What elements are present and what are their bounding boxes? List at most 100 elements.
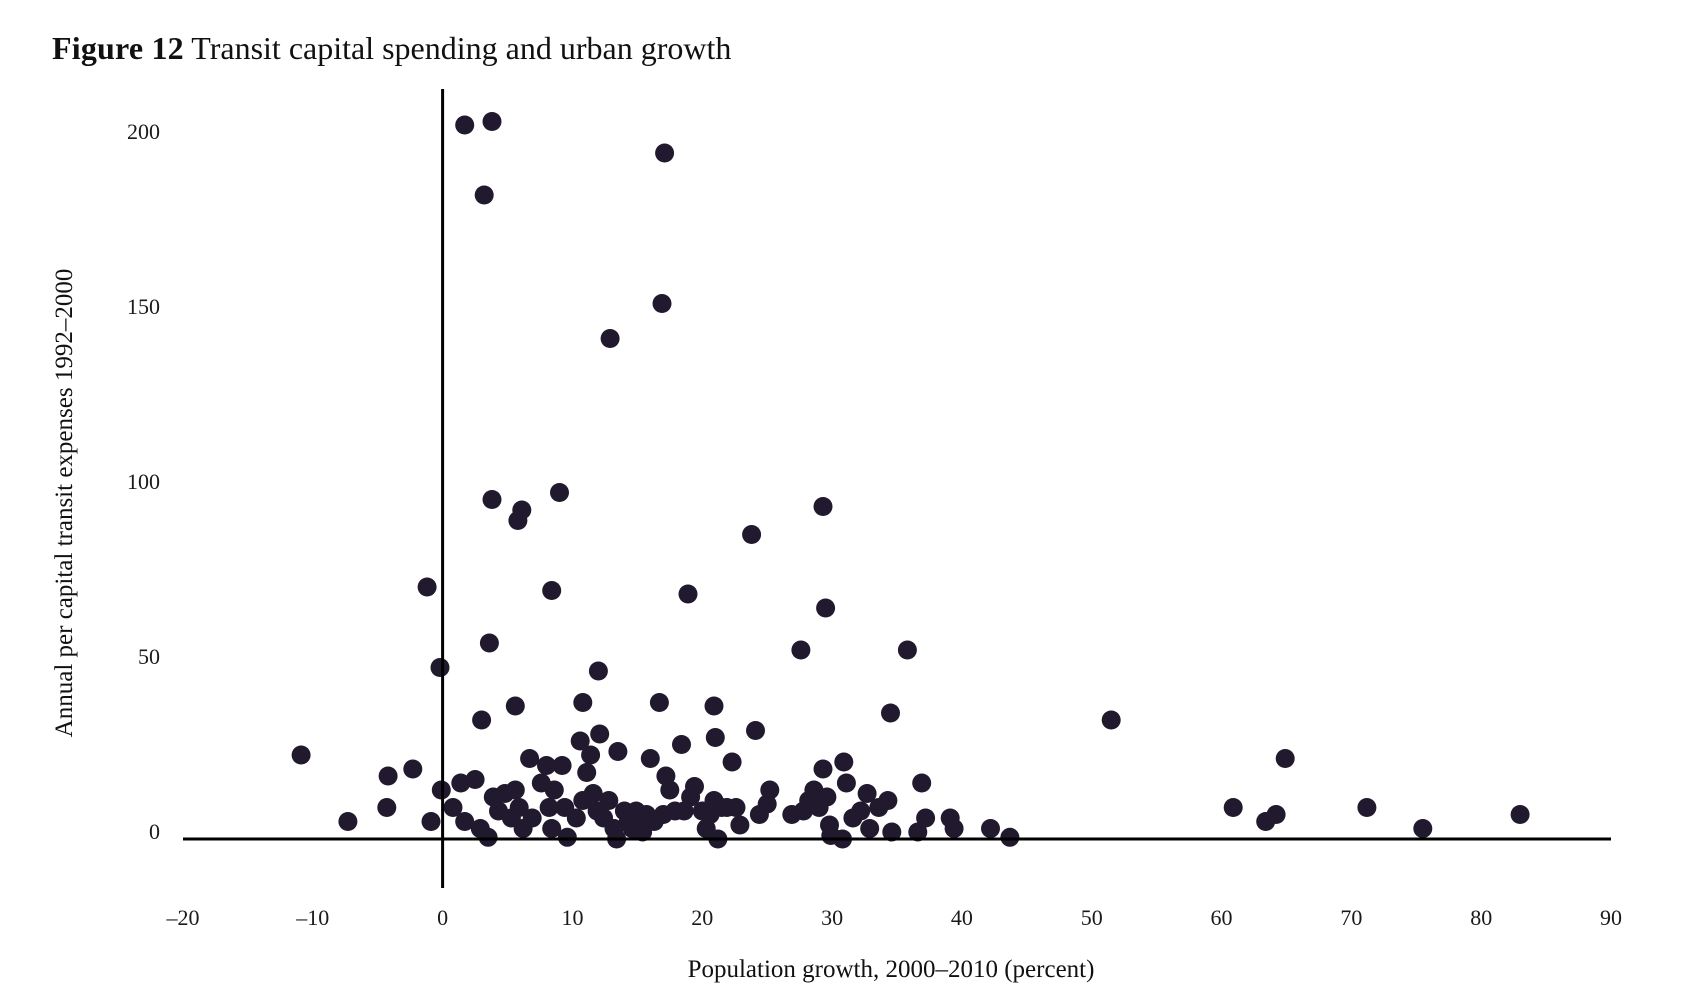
y-tick-label: 0 [149,819,160,844]
data-point-98 [730,815,750,835]
data-point-67 [599,791,619,810]
data-point-96 [722,752,742,772]
data-point-59 [570,731,590,751]
data-point-54 [544,780,564,800]
data-point-46 [509,798,529,817]
data-point-28 [291,745,311,765]
data-point-0 [455,115,475,135]
data-point-20 [897,640,917,660]
data-points [291,112,1530,849]
data-point-127 [981,819,1000,838]
data-point-6 [550,483,569,502]
tick-labels: –20 –10 0 10 20 30 40 50 60 70 80 90 0 50 100 150 200 [127,119,1622,930]
data-point-1 [482,112,502,131]
data-point-65 [590,724,610,744]
data-point-112 [834,752,854,772]
x-axis-label: Population growth, 2000–2010 (percent) [688,956,1095,983]
data-point-29 [403,759,423,779]
data-point-26 [881,703,900,723]
data-point-116 [851,801,871,821]
y-tick-label: 150 [127,294,160,319]
data-point-36 [451,773,471,793]
data-point-118 [860,819,880,838]
data-point-23 [573,693,593,712]
data-point-40 [478,827,498,847]
data-point-117 [857,784,877,803]
x-tick-label: 50 [1081,905,1103,930]
data-point-61 [577,763,597,782]
x-tick-label: 0 [437,905,448,930]
data-point-21 [505,696,525,716]
data-point-63 [583,784,603,803]
data-point-24 [649,693,669,712]
data-point-132 [1275,749,1295,768]
data-point-62 [581,745,601,765]
y-tick-label: 100 [127,469,160,494]
data-point-102 [760,780,780,800]
x-tick-label: –20 [166,905,200,930]
x-tick-label: 80 [1470,905,1492,930]
data-point-84 [672,735,691,754]
x-tick-label: 20 [691,905,713,930]
data-point-10 [813,497,833,516]
data-point-49 [522,808,542,828]
data-point-45 [505,780,525,800]
y-tick-label: 200 [127,119,160,144]
data-point-120 [878,791,898,810]
data-point-2 [655,143,675,163]
data-point-121 [882,822,902,842]
data-point-133 [1357,798,1377,817]
x-tick-label: 40 [951,905,973,930]
data-point-57 [557,827,577,847]
data-point-4 [652,294,672,313]
data-point-87 [685,777,704,796]
x-tick-label: 60 [1211,905,1233,930]
data-point-134 [1413,819,1433,838]
data-point-18 [588,661,608,681]
data-point-33 [338,812,358,831]
data-point-69 [608,742,628,761]
data-point-99 [746,721,765,740]
x-tick-label: 90 [1600,905,1622,930]
y-axis-label: Annual per capital transit expenses 1992… [51,269,78,738]
data-point-113 [836,773,856,793]
chart-title: Figure 12 Transit capital spending and u… [52,30,731,67]
data-point-15 [816,598,836,618]
data-point-128 [1000,827,1020,847]
axes [183,89,1611,888]
data-point-34 [421,812,441,831]
data-point-126 [944,819,964,838]
data-point-35 [443,798,463,817]
data-point-78 [640,749,660,768]
data-point-27 [1101,710,1121,730]
data-point-109 [817,787,837,807]
data-point-12 [417,577,437,597]
data-point-3 [474,185,494,205]
data-point-92 [705,728,725,747]
y-tick-label: 50 [138,644,160,669]
figure-title-text: Transit capital spending and urban growt… [191,30,732,66]
data-point-82 [660,780,680,800]
data-point-48 [520,749,540,768]
data-point-5 [600,329,620,348]
data-point-53 [542,819,562,838]
data-point-122 [908,822,928,842]
data-point-32 [377,798,397,817]
data-point-38 [455,812,475,831]
data-point-51 [537,756,556,775]
x-tick-label: 70 [1340,905,1362,930]
data-point-135 [1510,805,1530,824]
data-point-52 [539,798,559,817]
data-point-22 [472,710,492,730]
data-point-129 [1223,798,1243,817]
data-point-131 [1266,805,1286,824]
x-tick-label: 30 [821,905,843,930]
data-point-7 [482,490,502,509]
data-point-58 [566,808,586,828]
data-point-11 [742,525,762,544]
data-point-30 [378,766,398,786]
data-point-16 [479,633,499,653]
data-point-17 [430,658,450,677]
data-point-97 [726,798,746,817]
